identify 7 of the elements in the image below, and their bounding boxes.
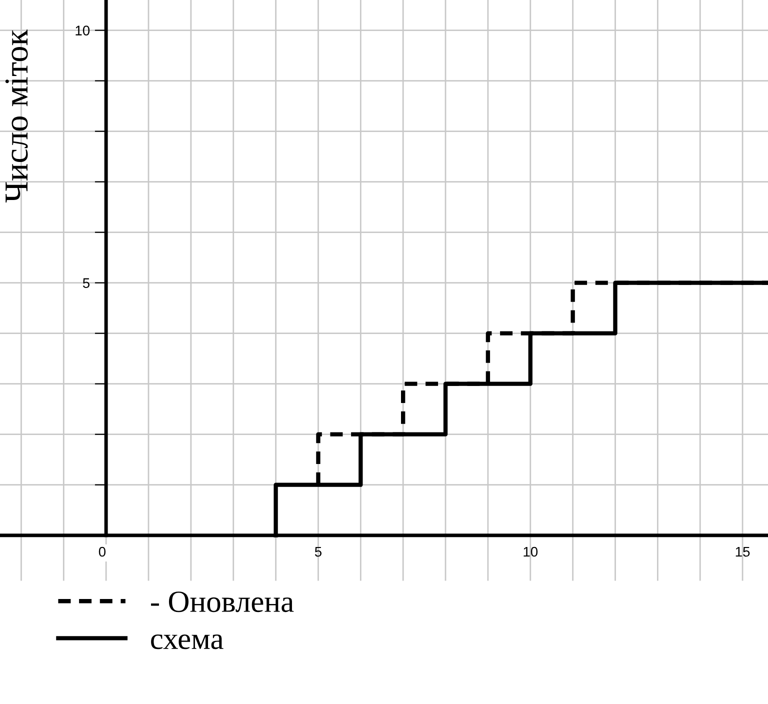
legend-label: схема bbox=[151, 634, 224, 650]
x-tick-label: 0 bbox=[98, 546, 106, 557]
y-axis-title: Число міток bbox=[5, 29, 28, 202]
x-tick-label: 15 bbox=[736, 546, 750, 557]
legend-label: - Оновлена bbox=[151, 592, 294, 612]
x-tick-label: 10 bbox=[524, 546, 538, 557]
x-tick-label: 5 bbox=[314, 546, 322, 557]
